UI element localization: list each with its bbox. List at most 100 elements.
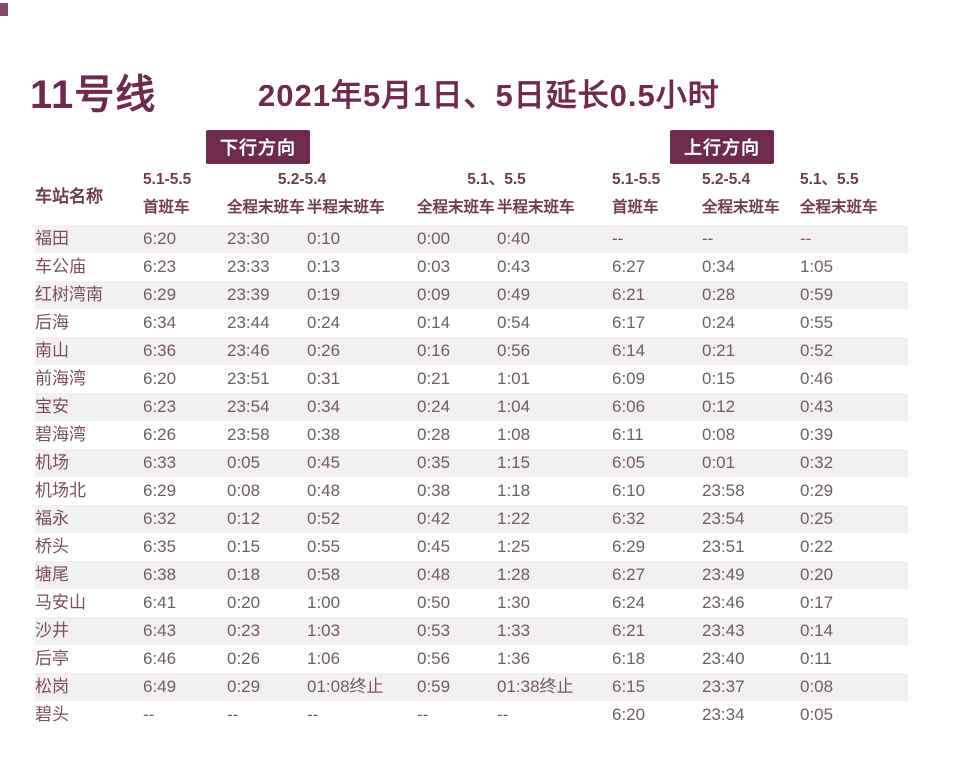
- time-cell: 0:14: [417, 313, 451, 332]
- time-cell: 0:03: [417, 257, 451, 276]
- time-cell: 6:49: [143, 677, 177, 696]
- table-row: 红树湾南 6:29 23:39 0:19 0:09 0:49 6:21 0:28 0:59: [35, 281, 908, 309]
- time-cell: 0:08: [800, 677, 834, 696]
- time-cell: 0:08: [227, 481, 261, 500]
- time-cell: 0:15: [702, 369, 736, 388]
- time-cell: 0:58: [307, 565, 341, 584]
- time-cell: 0:21: [702, 341, 736, 360]
- time-cell: 1:06: [307, 649, 341, 668]
- time-cell: 6:32: [612, 509, 646, 528]
- down-weekday-full-label: 全程末班车: [227, 199, 305, 216]
- time-cell: 0:16: [417, 341, 451, 360]
- station-cell: 福永: [35, 509, 69, 528]
- time-cell: 6:14: [612, 341, 646, 360]
- up-weekday-full-label: 全程末班车: [702, 199, 780, 216]
- time-cell: 0:09: [417, 285, 451, 304]
- time-cell: 0:54: [497, 313, 531, 332]
- time-cell: 1:18: [497, 481, 531, 500]
- time-cell: 1:22: [497, 509, 531, 528]
- time-cell: 6:38: [143, 565, 177, 584]
- table-row: 碧头 -- -- -- -- -- 6:20 23:34 0:05: [35, 701, 908, 729]
- time-cell: 0:34: [307, 397, 341, 416]
- time-cell: 1:00: [307, 593, 341, 612]
- time-cell: 23:51: [227, 369, 270, 388]
- time-cell: 0:01: [702, 453, 736, 472]
- table-header: 车站名称 5.1-5.5 5.2-5.4 5.1、5.5 5.1-5.5 5.2…: [35, 168, 908, 220]
- table-body: 福田 6:20 23:30 0:10 0:00 0:40 -- -- -- 车公庙 6:23 23:3…: [35, 225, 908, 729]
- time-cell: 6:09: [612, 369, 646, 388]
- time-cell: 0:08: [702, 425, 736, 444]
- table-row: 机场北 6:29 0:08 0:48 0:38 1:18 6:10 23:58 0:29: [35, 477, 908, 505]
- time-cell: 6:20: [143, 369, 177, 388]
- time-cell: 6:29: [612, 537, 646, 556]
- time-cell: 0:38: [417, 481, 451, 500]
- time-cell: 1:28: [497, 565, 531, 584]
- time-cell: 0:24: [702, 313, 736, 332]
- time-cell: --: [612, 229, 624, 248]
- time-cell: 23:58: [702, 481, 745, 500]
- table-row: 南山 6:36 23:46 0:26 0:16 0:56 6:14 0:21 0:52: [35, 337, 908, 365]
- station-column-header: 车站名称: [35, 186, 103, 206]
- time-cell: 0:46: [800, 369, 834, 388]
- time-cell: --: [227, 705, 239, 724]
- time-cell: 0:05: [227, 453, 261, 472]
- station-cell: 碧头: [35, 705, 69, 724]
- station-cell: 福田: [35, 229, 69, 248]
- station-cell: 马安山: [35, 593, 86, 612]
- time-cell: 0:14: [800, 621, 834, 640]
- down-weekday-date: 5.2-5.4: [277, 171, 327, 188]
- time-cell: 0:38: [307, 425, 341, 444]
- time-cell: 6:21: [612, 621, 646, 640]
- time-cell: 6:05: [612, 453, 646, 472]
- time-cell: 1:25: [497, 537, 531, 556]
- time-cell: 23:39: [227, 285, 270, 304]
- table-row: 后海 6:34 23:44 0:24 0:14 0:54 6:17 0:24 0:55: [35, 309, 908, 337]
- time-cell: 0:32: [800, 453, 834, 472]
- time-cell: 0:29: [800, 481, 834, 500]
- time-cell: 1:15: [497, 453, 531, 472]
- up-first-train-date: 5.1-5.5: [612, 171, 661, 188]
- time-cell: 23:44: [227, 313, 270, 332]
- time-cell: 23:34: [702, 705, 745, 724]
- table-row: 马安山 6:41 0:20 1:00 0:50 1:30 6:24 23:46 0:17: [35, 589, 908, 617]
- time-cell: 1:08: [497, 425, 531, 444]
- time-cell: 0:23: [227, 621, 261, 640]
- time-cell: 6:26: [143, 425, 177, 444]
- time-cell: 23:54: [702, 509, 745, 528]
- time-cell: 23:51: [702, 537, 745, 556]
- time-cell: 0:56: [417, 649, 451, 668]
- time-cell: 0:50: [417, 593, 451, 612]
- time-cell: 0:43: [497, 257, 531, 276]
- table-row: 机场 6:33 0:05 0:45 0:35 1:15 6:05 0:01 0:32: [35, 449, 908, 477]
- time-cell: 6:21: [612, 285, 646, 304]
- time-cell: 23:40: [702, 649, 745, 668]
- time-cell: 6:27: [612, 257, 646, 276]
- station-cell: 桥头: [35, 537, 69, 556]
- time-cell: 0:20: [800, 565, 834, 584]
- time-cell: 1:30: [497, 593, 531, 612]
- time-cell: 0:13: [307, 257, 341, 276]
- time-cell: 0:28: [417, 425, 451, 444]
- time-cell: 6:35: [143, 537, 177, 556]
- time-cell: 0:34: [702, 257, 736, 276]
- station-cell: 前海湾: [35, 369, 86, 388]
- station-cell: 机场: [35, 453, 69, 472]
- time-cell: 6:46: [143, 649, 177, 668]
- time-cell: 0:28: [702, 285, 736, 304]
- time-cell: 0:53: [417, 621, 451, 640]
- time-cell: 0:15: [227, 537, 261, 556]
- time-cell: 0:48: [417, 565, 451, 584]
- time-cell: 0:24: [307, 313, 341, 332]
- station-cell: 南山: [35, 341, 69, 360]
- down-first-train-label: 首班车: [143, 199, 190, 216]
- table-row: 碧海湾 6:26 23:58 0:38 0:28 1:08 6:11 0:08 0:39: [35, 421, 908, 449]
- time-cell: 0:26: [227, 649, 261, 668]
- time-cell: 0:56: [497, 341, 531, 360]
- time-cell: 6:33: [143, 453, 177, 472]
- table-row: 福田 6:20 23:30 0:10 0:00 0:40 -- -- --: [35, 225, 908, 253]
- time-cell: 0:31: [307, 369, 341, 388]
- time-cell: 0:18: [227, 565, 261, 584]
- up-weekday-date: 5.2-5.4: [702, 171, 751, 188]
- time-cell: 23:49: [702, 565, 745, 584]
- time-cell: 0:52: [307, 509, 341, 528]
